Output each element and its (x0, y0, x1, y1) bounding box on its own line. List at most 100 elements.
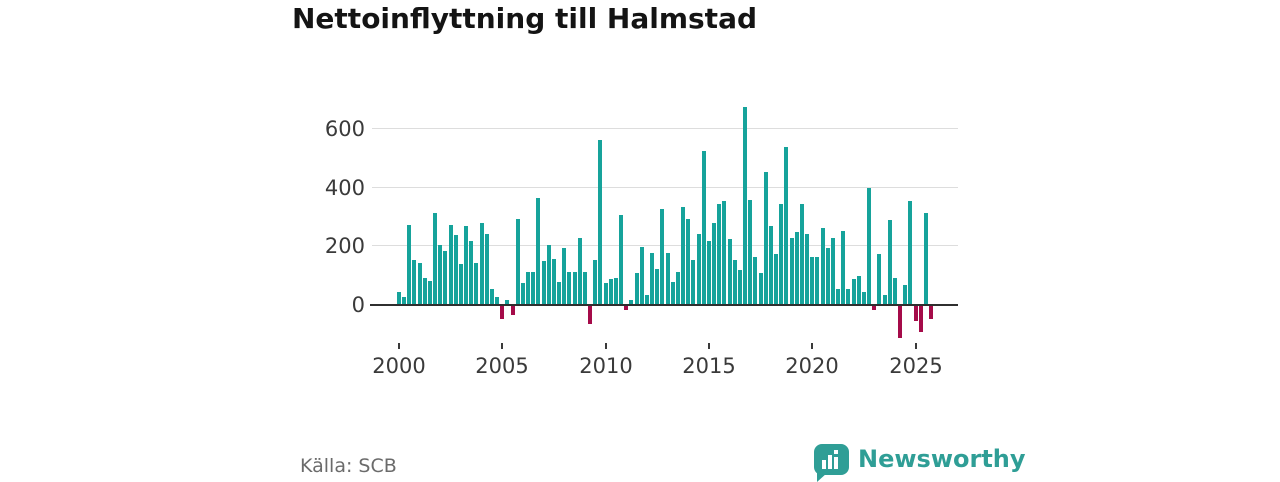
quarter-bar (547, 245, 551, 304)
quarter-bar (924, 213, 928, 304)
gridline-y200 (372, 245, 958, 246)
quarter-bar (614, 278, 618, 304)
quarter-bar (676, 272, 680, 304)
quarter-bar (764, 172, 768, 304)
quarter-bar (624, 306, 628, 310)
quarter-bar (511, 306, 515, 315)
quarter-bar (474, 263, 478, 304)
quarter-bar (671, 282, 675, 304)
quarter-bar (516, 219, 520, 304)
quarter-bar (500, 306, 504, 319)
quarter-bar (784, 147, 788, 304)
x-axis-tick (398, 343, 400, 349)
quarter-bar (769, 226, 773, 304)
quarter-bar (402, 297, 406, 304)
quarter-bar (526, 272, 530, 304)
quarter-bar (454, 235, 458, 304)
quarter-bar (743, 107, 747, 304)
quarter-bar (738, 270, 742, 304)
gridline-y400 (372, 187, 958, 188)
quarter-bar (640, 247, 644, 304)
quarter-bar (810, 257, 814, 304)
quarter-bar (795, 232, 799, 304)
quarter-bar (464, 226, 468, 304)
quarter-bar (841, 231, 845, 304)
quarter-bar (552, 259, 556, 304)
quarter-bar (883, 295, 887, 304)
quarter-bar (459, 264, 463, 304)
quarter-bar (469, 241, 473, 304)
quarter-bar (681, 207, 685, 304)
y-axis-label: 0 (351, 293, 365, 317)
quarter-bar (691, 260, 695, 304)
quarter-bar (722, 201, 726, 304)
x-axis-label: 2025 (889, 354, 943, 378)
quarter-bar (598, 140, 602, 304)
quarter-bar (505, 300, 509, 304)
quarter-bar (485, 234, 489, 304)
quarter-bar (805, 234, 809, 304)
quarter-bar (898, 306, 902, 338)
x-axis-label: 2005 (475, 354, 529, 378)
x-axis-label: 2010 (579, 354, 633, 378)
quarter-bar (717, 204, 721, 304)
quarter-bar (397, 292, 401, 304)
gridline-y600 (372, 128, 958, 129)
quarter-bar (836, 289, 840, 304)
quarter-bar (862, 292, 866, 304)
quarter-bar (578, 238, 582, 304)
quarter-bar (846, 289, 850, 304)
quarter-bar (826, 248, 830, 304)
x-axis-line (370, 304, 958, 306)
speech-bubble-tail (817, 473, 827, 482)
x-axis-tick (605, 343, 607, 349)
quarter-bar (418, 263, 422, 304)
quarter-bar (759, 273, 763, 304)
x-axis-tick (708, 343, 710, 349)
logo-bar-2 (828, 455, 832, 469)
quarter-bar (753, 257, 757, 304)
quarter-bar (908, 201, 912, 304)
quarter-bar (495, 297, 499, 304)
logo-dot (834, 450, 838, 454)
quarter-bar (562, 248, 566, 304)
quarter-bar (443, 251, 447, 304)
quarter-bar (573, 272, 577, 304)
quarter-bar (707, 241, 711, 304)
quarter-bar (748, 200, 752, 304)
quarter-bar (635, 273, 639, 304)
quarter-bar (650, 253, 654, 304)
quarter-bar (712, 223, 716, 304)
quarter-bar (867, 188, 871, 304)
quarter-bar (815, 257, 819, 304)
quarter-bar (914, 306, 918, 321)
quarter-bar (790, 238, 794, 304)
quarter-bar (733, 260, 737, 304)
quarter-bar (702, 151, 706, 304)
quarter-bar (433, 213, 437, 304)
quarter-bar (831, 238, 835, 304)
chart-title: Nettoinflyttning till Halmstad (292, 2, 758, 35)
brand-name: Newsworthy (858, 445, 1026, 473)
quarter-bar (609, 279, 613, 304)
y-axis-label: 600 (324, 117, 365, 141)
x-axis-tick (501, 343, 503, 349)
quarter-bar (800, 204, 804, 304)
quarter-bar (567, 272, 571, 304)
quarter-bar (893, 278, 897, 304)
quarter-bar (919, 306, 923, 332)
quarter-bar (588, 306, 592, 324)
quarter-bar (697, 234, 701, 304)
y-axis-label: 200 (324, 234, 365, 258)
quarter-bar (821, 228, 825, 304)
x-axis-label: 2000 (372, 354, 426, 378)
quarter-bar (779, 204, 783, 304)
quarter-bar (438, 245, 442, 304)
quarter-bar (407, 225, 411, 304)
quarter-bar (666, 253, 670, 304)
quarter-bar (583, 272, 587, 304)
quarter-bar (536, 198, 540, 304)
quarter-bar (660, 209, 664, 304)
quarter-bar (903, 285, 907, 304)
